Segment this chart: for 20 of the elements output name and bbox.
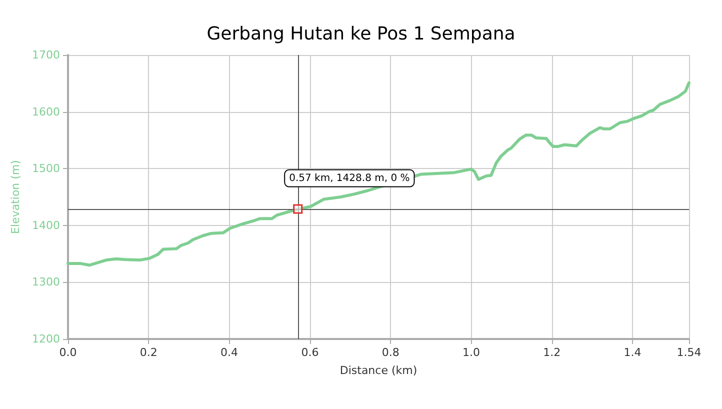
x-tick-label: 0.6 [301, 346, 319, 359]
y-axis-title: Elevation (m) [9, 160, 22, 234]
x-tick-label: 0.4 [220, 346, 238, 359]
x-tick-label: 1.4 [624, 346, 642, 359]
x-tick-label: 1.2 [543, 346, 561, 359]
y-tick-label: 1700 [32, 48, 60, 62]
y-tick-label: 1500 [32, 162, 60, 176]
annotation: 0.57 km, 1428.8 m, 0 % [289, 172, 410, 184]
y-tick-label: 1400 [32, 218, 60, 232]
y-tick-label: 1200 [32, 332, 60, 346]
y-tick-label: 1300 [32, 276, 60, 289]
line-series [66, 81, 690, 267]
x-tick-label: 1.54 [676, 346, 702, 359]
x-tick-label: 0.0 [59, 346, 77, 359]
x-axis-title: Distance (km) [340, 364, 418, 377]
chart-title: Gerbang Hutan ke Pos 1 Sempana [206, 24, 516, 44]
x-tick-label: 0.2 [140, 346, 158, 359]
x-tick-label: 1.0 [462, 346, 480, 359]
y-tick-label: 1600 [32, 105, 60, 118]
x-tick-label: 0.8 [382, 346, 400, 359]
